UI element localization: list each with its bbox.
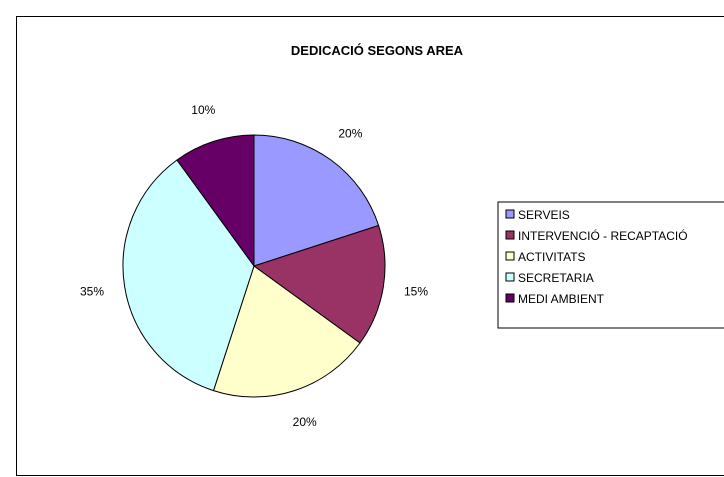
chart-title: DEDICACIÓ SEGONS AREA: [291, 43, 464, 58]
legend-label: INTERVENCIÓ - RECAPTACIÓ: [518, 228, 688, 243]
legend-label: ACTIVITATS: [518, 250, 586, 264]
pie-slice-medi-ambient: [176, 134, 255, 268]
legend-swatch: [505, 293, 515, 303]
data-labels: 20% 15% 20% 35% 10%: [80, 103, 428, 429]
legend-swatch: [505, 272, 515, 282]
legend-label: SECRETARIA: [518, 271, 594, 285]
pie-slice-intervenci-recaptaci: [252, 224, 386, 344]
pie-slice-activitats: [212, 265, 361, 398]
legend-swatch: [505, 230, 515, 240]
pie-slice-secretaria: [122, 159, 255, 392]
pie-slice-serveis: [253, 134, 380, 267]
chart-area: DEDICACIÓ SEGONS AREA 20% 15% 20% 35% 10% SE…: [16, 16, 724, 476]
data-label: 20%: [293, 415, 317, 429]
legend-swatch: [505, 209, 515, 219]
pie-chart: DEDICACIÓ SEGONS AREA 20% 15% 20% 35% 10% SE…: [80, 43, 724, 429]
legend-swatch: [505, 251, 515, 261]
legend-label: MEDI AMBIENT: [518, 292, 605, 306]
data-label: 35%: [80, 285, 104, 299]
legend-label: SERVEIS: [518, 208, 570, 222]
data-label: 10%: [191, 103, 215, 117]
data-label: 15%: [404, 285, 428, 299]
chart-legend: SERVEIS INTERVENCIÓ - RECAPTACIÓ ACTIVITAT…: [497, 201, 724, 329]
legend-box: [497, 201, 724, 329]
data-label: 20%: [338, 126, 362, 140]
pie-slices: [122, 134, 386, 398]
